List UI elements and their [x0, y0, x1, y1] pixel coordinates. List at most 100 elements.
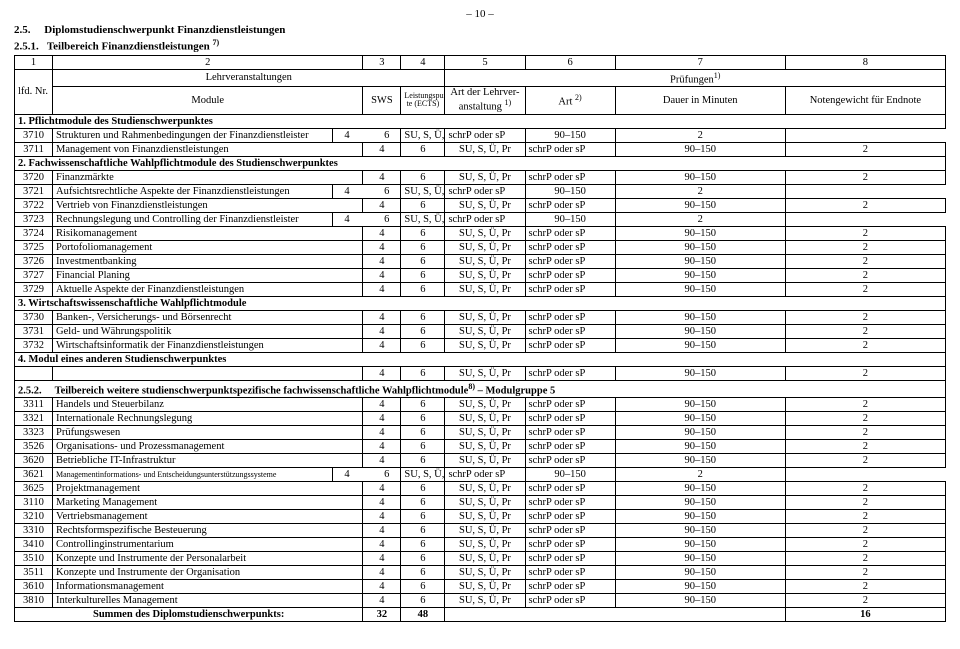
row-ects: 6 — [401, 454, 445, 468]
row-ects: 6 — [401, 240, 445, 254]
row-ects: 6 — [401, 510, 445, 524]
row-id: 3731 — [15, 324, 53, 338]
row-ects: 6 — [401, 398, 445, 412]
sws-header: SWS — [363, 87, 401, 115]
row-art: schrP oder sP — [525, 426, 615, 440]
row-sws: 4 — [363, 412, 401, 426]
row-alv: SU, S, Ü, Pr — [401, 212, 445, 226]
row-name: Handels und Steuerbilanz — [53, 398, 363, 412]
table-row: 3625Projektmanagement46SU, S, Ü, PrschrP… — [15, 482, 946, 496]
row-id: 3727 — [15, 268, 53, 282]
row-id: 3110 — [15, 496, 53, 510]
row-art: schrP oder sP — [445, 128, 525, 142]
row-id: 3810 — [15, 594, 53, 608]
row-art: schrP oder sP — [525, 552, 615, 566]
row-id: 3620 — [15, 454, 53, 468]
row-alv: SU, S, Ü, Pr — [445, 454, 525, 468]
row-alv: SU, S, Ü, Pr — [445, 170, 525, 184]
row-note: 2 — [785, 510, 945, 524]
section-2-5-2: 2.5.2. Teilbereich weitere studienschwer… — [15, 380, 946, 398]
section-title: 4. Modul eines anderen Studienschwerpunk… — [15, 352, 946, 366]
row-dauer: 90–150 — [615, 482, 785, 496]
row-name: Strukturen und Rahmenbedingungen der Fin… — [53, 128, 333, 142]
row-note: 2 — [785, 170, 945, 184]
row-dauer: 90–150 — [615, 412, 785, 426]
row-id: 3730 — [15, 310, 53, 324]
table-row: 3724Risikomanagement46SU, S, Ü, PrschrP … — [15, 226, 946, 240]
row-dauer: 90–150 — [615, 580, 785, 594]
section-num: 2.5.1. — [14, 41, 39, 53]
row-ects: 6 — [401, 254, 445, 268]
row-sws: 4 — [363, 594, 401, 608]
row-alv: SU, S, Ü, Pr — [445, 580, 525, 594]
row-name: Geld- und Währungspolitik — [53, 324, 363, 338]
row-note: 2 — [785, 324, 945, 338]
row-art: schrP oder sP — [525, 142, 615, 156]
row-name: Vertrieb von Finanzdienstleistungen — [53, 198, 363, 212]
row-ects: 6 — [401, 366, 445, 380]
row-alv: SU, S, Ü, Pr — [445, 440, 525, 454]
row-dauer: 90–150 — [615, 226, 785, 240]
row-note: 2 — [785, 398, 945, 412]
page-number: – 10 – — [14, 8, 946, 20]
row-name: Konzepte und Instrumente der Organisatio… — [53, 566, 363, 580]
row-art: schrP oder sP — [445, 212, 525, 226]
row-alv: SU, S, Ü, Pr — [445, 240, 525, 254]
row-alv: SU, S, Ü, Pr — [401, 128, 445, 142]
section-text: Teilbereich weitere studienschwerpunktsp… — [55, 385, 469, 396]
row-id: 3720 — [15, 170, 53, 184]
row-id: 3625 — [15, 482, 53, 496]
row-dauer: 90–150 — [615, 366, 785, 380]
row-note: 2 — [785, 338, 945, 352]
row-dauer: 90–150 — [525, 212, 615, 226]
row-note: 2 — [785, 454, 945, 468]
row-name: Risikomanagement — [53, 226, 363, 240]
row-dauer: 90–150 — [615, 524, 785, 538]
row-name: Internationale Rechnungslegung — [53, 412, 363, 426]
notengewicht-header: Notengewicht für Endnote — [785, 87, 945, 115]
row-id: 3311 — [15, 398, 53, 412]
row-dauer: 90–150 — [615, 254, 785, 268]
row-sws: 4 — [363, 440, 401, 454]
row-dauer: 90–150 — [525, 184, 615, 198]
row-ects: 6 — [401, 440, 445, 454]
row-dauer: 90–150 — [615, 310, 785, 324]
col-num: 6 — [525, 55, 615, 69]
row-id — [15, 366, 53, 380]
row-id: 3210 — [15, 510, 53, 524]
row-dauer: 90–150 — [615, 440, 785, 454]
footnote-ref: 2) — [575, 93, 582, 102]
row-note: 2 — [785, 142, 945, 156]
row-art: schrP oder sP — [525, 510, 615, 524]
table-row: 3321Internationale Rechnungslegung46SU, … — [15, 412, 946, 426]
section-3: 3. Wirtschaftswissenschaftliche Wahlpfli… — [15, 296, 946, 310]
row-note: 2 — [785, 566, 945, 580]
curriculum-table: 1 2 3 4 5 6 7 8 lfd. Nr. Lehrveranstaltu… — [14, 55, 946, 623]
header-col-numbers: 1 2 3 4 5 6 7 8 — [15, 55, 946, 69]
pruefungen: Prüfungen1) — [445, 69, 946, 87]
row-ects: 6 — [401, 268, 445, 282]
row-dauer: 90–150 — [615, 552, 785, 566]
row-name: Aufsichtsrechtliche Aspekte der Finanzdi… — [53, 184, 333, 198]
row-sws: 4 — [363, 198, 401, 212]
table-row: 3722Vertrieb von Finanzdienstleistungen4… — [15, 198, 946, 212]
section-title: Diplomstudienschwerpunkt Finanzdienstlei… — [44, 24, 285, 36]
row-alv: SU, S, Ü, Pr — [445, 366, 525, 380]
dauer-header: Dauer in Minuten — [615, 87, 785, 115]
row-id: 3321 — [15, 412, 53, 426]
ects-label: Leistungspunk-te (ECTS) — [404, 91, 445, 108]
row-alv: SU, S, Ü, Pr — [445, 426, 525, 440]
row-sws: 4 — [363, 566, 401, 580]
row-dauer: 90–150 — [615, 454, 785, 468]
row-note: 2 — [615, 468, 785, 482]
row-id: 3725 — [15, 240, 53, 254]
row-name — [53, 366, 363, 380]
row-art: schrP oder sP — [525, 366, 615, 380]
row-art: schrP oder sP — [525, 398, 615, 412]
row-alv: SU, S, Ü, Pr — [445, 268, 525, 282]
row-alv: SU, S, Ü, Pr — [445, 566, 525, 580]
row-sws: 4 — [363, 268, 401, 282]
row-sws: 4 — [363, 366, 401, 380]
table-row: 3610Informationsmanagement46SU, S, Ü, Pr… — [15, 580, 946, 594]
row-dauer: 90–150 — [615, 426, 785, 440]
